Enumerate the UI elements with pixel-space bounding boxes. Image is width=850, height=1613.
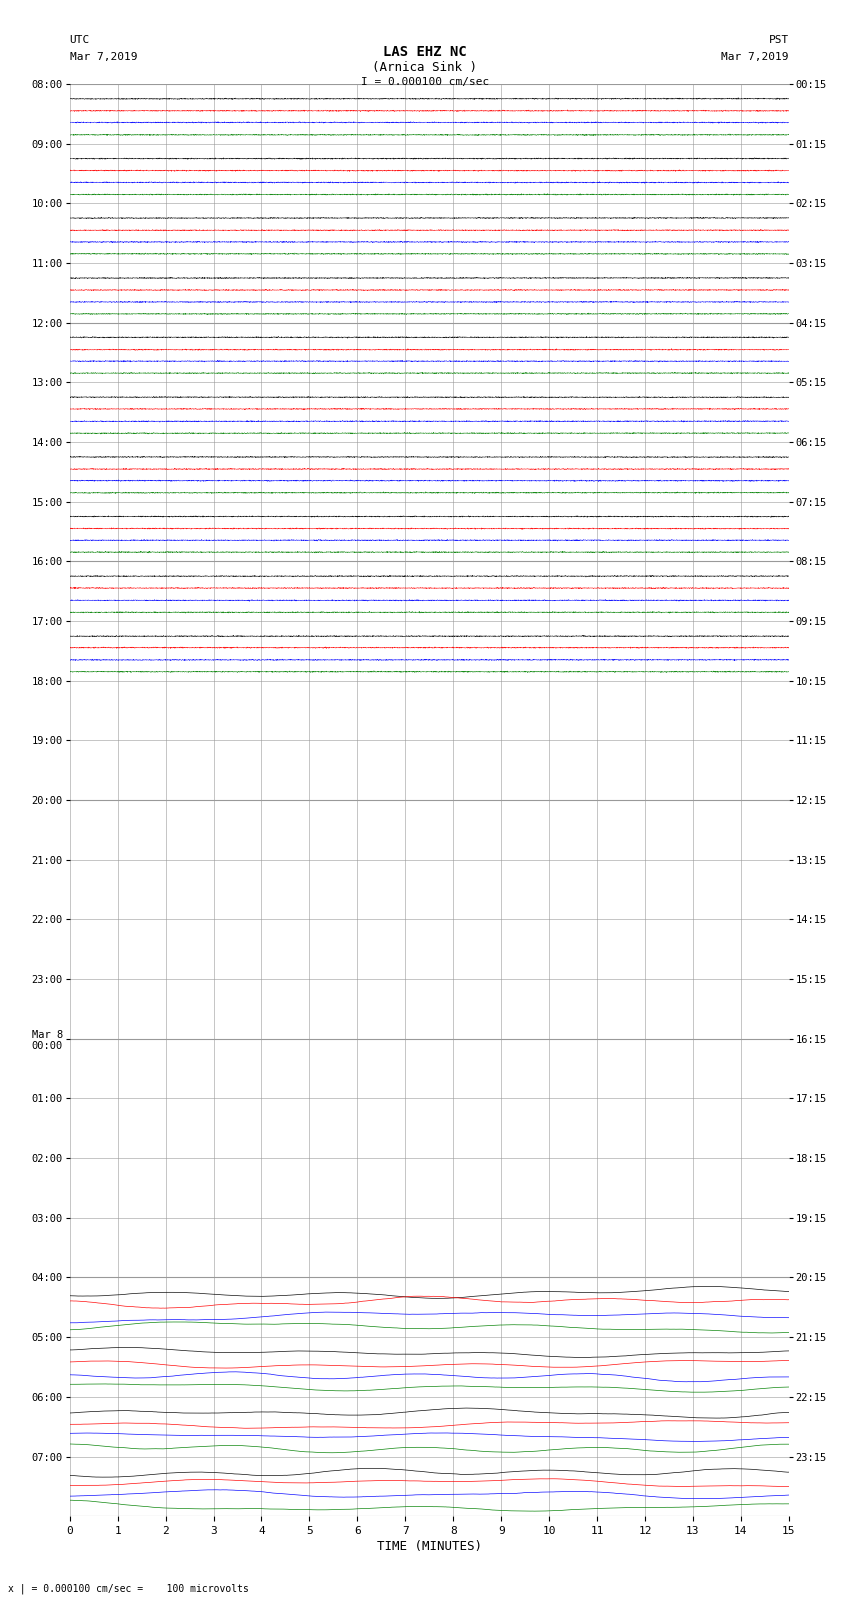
Text: UTC: UTC xyxy=(70,35,90,45)
Text: LAS EHZ NC: LAS EHZ NC xyxy=(383,45,467,60)
Text: PST: PST xyxy=(768,35,789,45)
Text: (Arnica Sink ): (Arnica Sink ) xyxy=(372,61,478,74)
Text: Mar 7,2019: Mar 7,2019 xyxy=(70,52,137,61)
Text: I = 0.000100 cm/sec: I = 0.000100 cm/sec xyxy=(361,77,489,87)
X-axis label: TIME (MINUTES): TIME (MINUTES) xyxy=(377,1540,482,1553)
Text: x | = 0.000100 cm/sec =    100 microvolts: x | = 0.000100 cm/sec = 100 microvolts xyxy=(8,1582,249,1594)
Text: Mar 7,2019: Mar 7,2019 xyxy=(722,52,789,61)
